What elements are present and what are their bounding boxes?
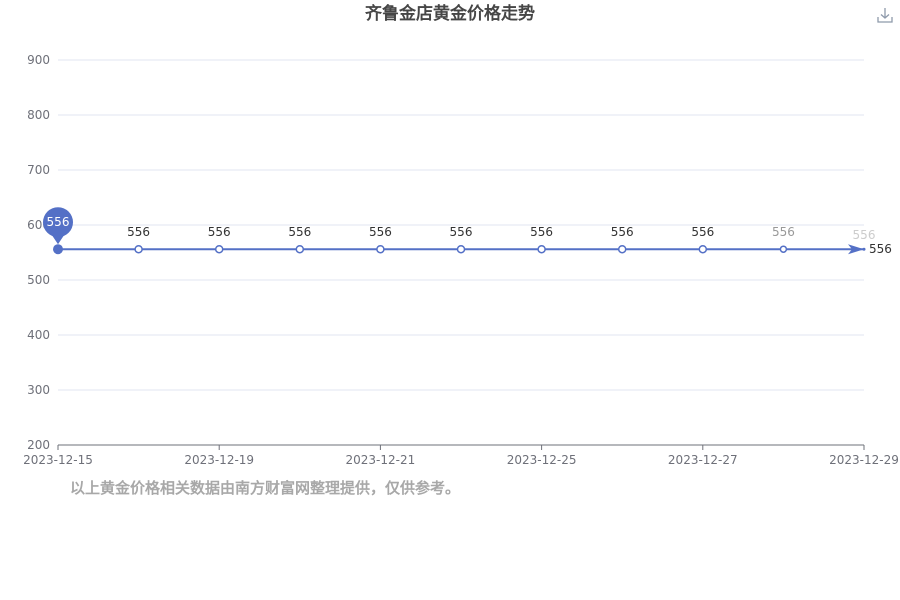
x-tick-label-2023-12-15: 2023-12-15 — [23, 453, 93, 467]
y-tick-label-800: 800 — [27, 108, 50, 122]
data-point-2023-12-20 — [295, 244, 305, 254]
max-pin-marker — [43, 207, 73, 238]
data-point-2023-12-21 — [376, 244, 385, 254]
download-icon[interactable] — [876, 6, 894, 24]
data-point-2023-12-28 — [779, 245, 788, 253]
data-label-2023-12-20: 556 — [288, 225, 311, 239]
max-pin-label: 556 — [47, 215, 70, 229]
data-point-2023-12-15 — [53, 244, 63, 255]
data-point-2023-12-27 — [698, 244, 708, 254]
data-point-2023-12-17 — [134, 244, 143, 254]
data-point-2023-12-26 — [617, 244, 627, 254]
y-tick-label-200: 200 — [27, 438, 50, 452]
series-end-label: 556 — [869, 242, 892, 256]
data-label-2023-12-25: 556 — [530, 225, 553, 239]
data-label-2023-12-22: 556 — [450, 225, 473, 239]
y-tick-label-400: 400 — [27, 328, 50, 342]
x-tick-label-2023-12-29: 2023-12-29 — [829, 453, 899, 467]
y-tick-label-900: 900 — [27, 53, 50, 67]
data-label-2023-12-21: 556 — [369, 225, 392, 239]
grid-lines — [58, 59, 864, 391]
data-label-2023-12-27: 556 — [691, 225, 714, 239]
y-tick-label-700: 700 — [27, 163, 50, 177]
source-footnote: 以上黄金价格相关数据由南方财富网整理提供，仅供参考。 — [70, 479, 461, 497]
data-label-2023-12-26: 556 — [611, 225, 634, 239]
x-tick-label-2023-12-19: 2023-12-19 — [184, 453, 254, 467]
price-series — [53, 244, 866, 255]
data-point-2023-12-22 — [456, 244, 466, 254]
y-tick-label-300: 300 — [27, 383, 50, 397]
y-tick-label-500: 500 — [27, 273, 50, 287]
x-tick-label-2023-12-27: 2023-12-27 — [668, 453, 738, 467]
series-end-arrow — [848, 244, 864, 255]
data-label-2023-12-17: 556 — [127, 225, 150, 239]
data-label-2023-12-29: 556 — [853, 228, 876, 242]
chart-title: 齐鲁金店黄金价格走势 — [365, 4, 535, 24]
data-label-2023-12-19: 556 — [208, 225, 231, 239]
x-tick-label-2023-12-21: 2023-12-21 — [346, 453, 416, 467]
data-label-2023-12-28: 556 — [772, 225, 795, 239]
x-tick-label-2023-12-25: 2023-12-25 — [507, 453, 577, 467]
max-pin-tail — [52, 235, 64, 245]
data-point-2023-12-29 — [862, 247, 866, 251]
data-point-2023-12-19 — [214, 244, 224, 254]
data-point-2023-12-25 — [537, 244, 546, 254]
